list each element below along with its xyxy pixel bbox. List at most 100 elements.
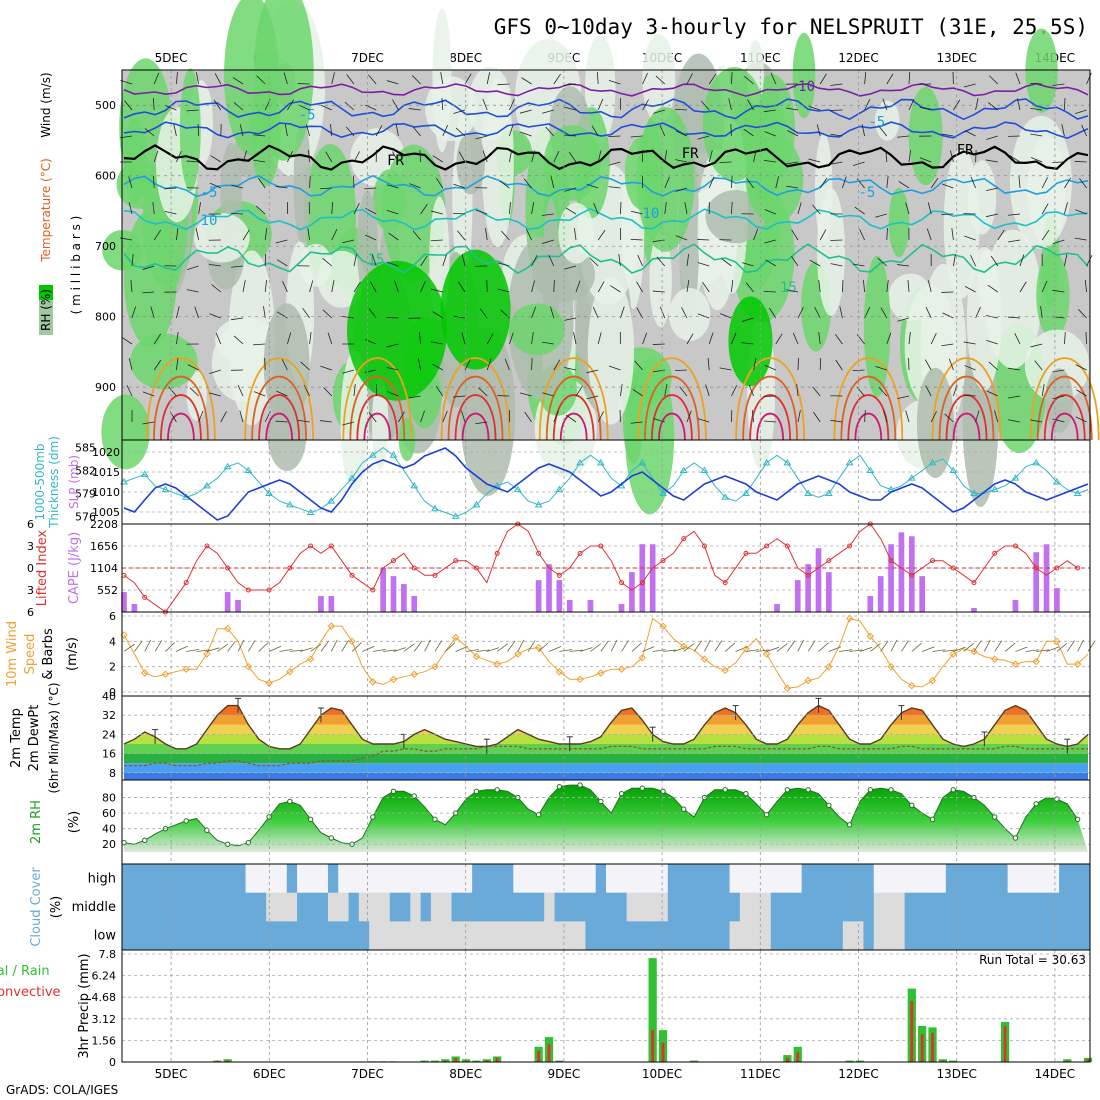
wind-barb bbox=[531, 280, 535, 293]
wind-barb bbox=[453, 109, 466, 114]
cloud-cell bbox=[667, 864, 679, 894]
precip-total-bar bbox=[555, 1060, 564, 1062]
cloud-cell bbox=[307, 864, 319, 894]
wind-barb bbox=[842, 279, 844, 293]
wind-barb bbox=[1008, 213, 1021, 216]
wind-barb bbox=[620, 201, 622, 215]
rh-contour-blob bbox=[179, 68, 201, 192]
wind-barb bbox=[152, 98, 155, 111]
wind-barb-10m bbox=[1077, 639, 1084, 652]
cloud-cell bbox=[297, 921, 308, 951]
wind-barb bbox=[320, 365, 332, 371]
cloud-cell bbox=[801, 864, 813, 894]
wind-barb bbox=[963, 394, 976, 397]
thickness-point bbox=[472, 500, 481, 508]
cloud-cell bbox=[781, 864, 792, 894]
rh-2m-point bbox=[618, 790, 625, 797]
wind-barb bbox=[387, 391, 399, 397]
thickness-point bbox=[410, 481, 419, 489]
wind-barb bbox=[176, 358, 179, 371]
cloud-cell bbox=[430, 921, 442, 951]
precip-convective-bar bbox=[931, 1032, 934, 1062]
cloud-cell bbox=[338, 892, 350, 922]
rh-2m-point bbox=[1012, 835, 1019, 841]
wind-barb bbox=[486, 358, 492, 371]
wind-barb bbox=[331, 228, 338, 241]
boundary-isotherm bbox=[559, 412, 588, 441]
wind-barb-10m bbox=[330, 639, 338, 652]
wind-barb bbox=[128, 358, 133, 371]
wind-barb bbox=[586, 369, 599, 374]
lifted-index-point bbox=[411, 565, 417, 571]
isotherm-label: -5 bbox=[299, 107, 316, 123]
rh-2m-point bbox=[784, 787, 791, 793]
cloud-cell bbox=[791, 921, 803, 951]
wind-barb bbox=[985, 159, 998, 163]
wind-barb-10m bbox=[248, 640, 256, 652]
wind-barb bbox=[284, 124, 288, 137]
wind-barb bbox=[431, 288, 443, 293]
thickness-point bbox=[679, 466, 688, 474]
cloud-cell bbox=[132, 892, 144, 922]
cloud-cell bbox=[379, 892, 391, 922]
wind-barb bbox=[925, 385, 932, 397]
cape-bar bbox=[318, 596, 324, 612]
boundary-isotherm bbox=[840, 375, 897, 441]
wind-barb bbox=[875, 213, 887, 218]
lifted-tick-label: 3 bbox=[27, 540, 34, 553]
wind-barb-10m bbox=[393, 647, 407, 652]
wind-barb bbox=[531, 150, 536, 163]
wind-barb bbox=[208, 263, 221, 267]
temp-tick-label: 32 bbox=[102, 709, 116, 722]
wind-barb bbox=[553, 410, 559, 423]
cloud-cell bbox=[523, 921, 535, 951]
precip-total-bar bbox=[472, 1060, 481, 1062]
wind-barb bbox=[263, 306, 266, 319]
cape-bar bbox=[1033, 552, 1040, 612]
wind-barb-10m bbox=[196, 649, 210, 652]
wind-barb bbox=[620, 384, 623, 397]
rh-2m-point bbox=[473, 788, 480, 795]
wind-barb bbox=[239, 410, 244, 423]
wind-barb bbox=[743, 128, 754, 137]
cloud-cell bbox=[945, 864, 957, 894]
wind-barb bbox=[731, 175, 733, 189]
wind-barb bbox=[764, 209, 776, 215]
precip-legend-label: Total / Rain bbox=[0, 964, 50, 979]
thickness-point bbox=[265, 489, 274, 496]
wind-barb bbox=[564, 106, 577, 111]
wind-barb bbox=[432, 311, 444, 319]
lifted-index-point bbox=[784, 543, 790, 549]
wind-barb bbox=[747, 99, 754, 111]
cloud-cell bbox=[482, 921, 494, 951]
isotherm-line bbox=[123, 243, 1089, 275]
wind-barb bbox=[751, 410, 754, 423]
wind-barb bbox=[302, 307, 310, 319]
cloud-cell bbox=[1059, 864, 1070, 894]
cloud-cell bbox=[523, 892, 535, 922]
wind-barb-10m bbox=[704, 639, 711, 652]
wind-barb bbox=[763, 109, 776, 113]
wind-barb bbox=[642, 332, 648, 345]
wind-barb bbox=[1041, 203, 1049, 215]
cloud-cell bbox=[781, 892, 792, 922]
wind-barb bbox=[131, 306, 137, 319]
wind-speed-point bbox=[472, 652, 481, 661]
boundary-isotherm bbox=[637, 357, 707, 441]
wind-barb bbox=[264, 357, 266, 371]
temperature-band bbox=[124, 772, 1088, 780]
wind-barb-10m bbox=[662, 649, 676, 652]
wind-barb bbox=[997, 229, 1005, 241]
wind-barb bbox=[1008, 316, 1021, 319]
wind-barb bbox=[464, 359, 471, 371]
wind-barb bbox=[786, 185, 799, 189]
wind-speed-point bbox=[680, 642, 688, 651]
rh-2m-point bbox=[929, 816, 936, 823]
wind-barb bbox=[659, 306, 666, 319]
cloud-cell bbox=[719, 864, 731, 894]
cloud-cell bbox=[379, 864, 391, 894]
wind-barb bbox=[897, 264, 910, 267]
lifted-index-point bbox=[1054, 565, 1060, 571]
cloud-cell bbox=[678, 921, 689, 951]
thickness-point bbox=[742, 489, 750, 496]
